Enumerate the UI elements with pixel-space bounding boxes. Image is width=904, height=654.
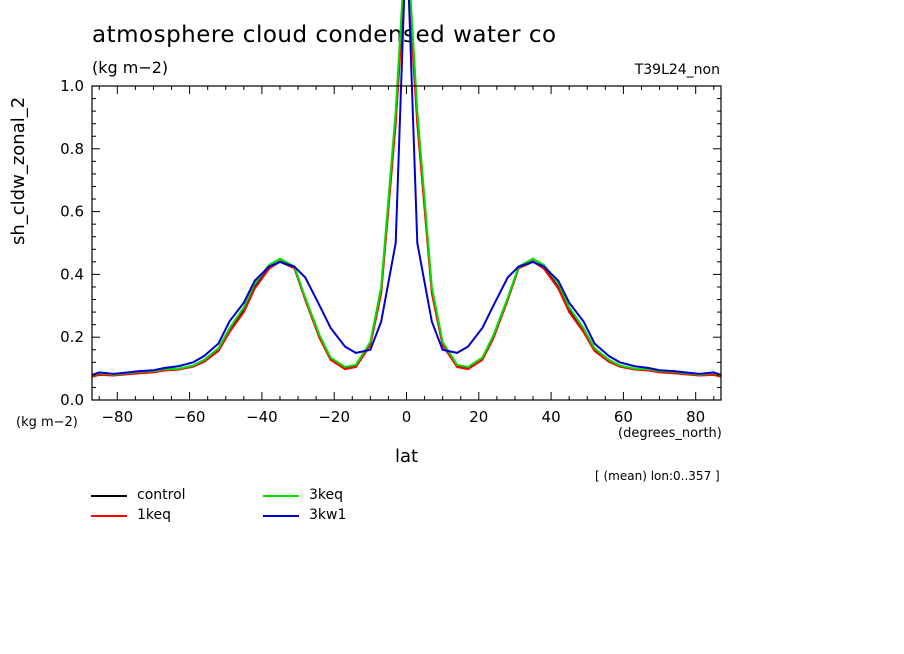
x-tick-label: −60 bbox=[174, 408, 206, 426]
chart-title: atmosphere cloud condensed water co bbox=[92, 22, 557, 48]
averaging-note: [ (mean) lon:0..357 ] bbox=[595, 469, 720, 483]
y-tick-label: 0.6 bbox=[60, 203, 84, 221]
y-tick-label: 0.2 bbox=[60, 328, 84, 346]
x-tick-label: 20 bbox=[469, 408, 488, 426]
series-line-1keq bbox=[92, 0, 721, 378]
series-line-3kw1 bbox=[92, 0, 721, 376]
y-tick-label: 0.4 bbox=[60, 265, 84, 283]
legend-swatch bbox=[91, 515, 127, 517]
units-label: (kg m−2) bbox=[92, 58, 169, 77]
x-axis-label: lat bbox=[395, 446, 419, 467]
legend-label: 1keq bbox=[137, 507, 172, 523]
x-tick-label: 40 bbox=[542, 408, 561, 426]
legend-swatch bbox=[263, 495, 299, 497]
x-axis-units: (degrees_north) bbox=[618, 426, 722, 441]
y-axis-units: (kg m−2) bbox=[16, 415, 78, 430]
x-tick-label: −20 bbox=[318, 408, 350, 426]
x-tick-label: 0 bbox=[402, 408, 412, 426]
series-line-control bbox=[92, 0, 721, 378]
series-line-3keq bbox=[92, 0, 721, 377]
run-label: T39L24_non bbox=[634, 62, 720, 78]
legend-label: control bbox=[137, 487, 186, 503]
legend-swatch bbox=[91, 495, 127, 497]
plot-frame bbox=[91, 85, 722, 401]
x-tick-label: 60 bbox=[614, 408, 633, 426]
x-tick-label: 80 bbox=[686, 408, 705, 426]
legend-swatch bbox=[263, 515, 299, 517]
legend-label: 3kw1 bbox=[309, 507, 347, 523]
y-tick-label: 0.8 bbox=[60, 140, 84, 158]
x-tick-label: −80 bbox=[101, 408, 133, 426]
x-tick-label: −40 bbox=[246, 408, 278, 426]
y-tick-label: 0.0 bbox=[60, 391, 84, 409]
legend-label: 3keq bbox=[309, 487, 344, 503]
y-tick-label: 1.0 bbox=[60, 77, 84, 95]
